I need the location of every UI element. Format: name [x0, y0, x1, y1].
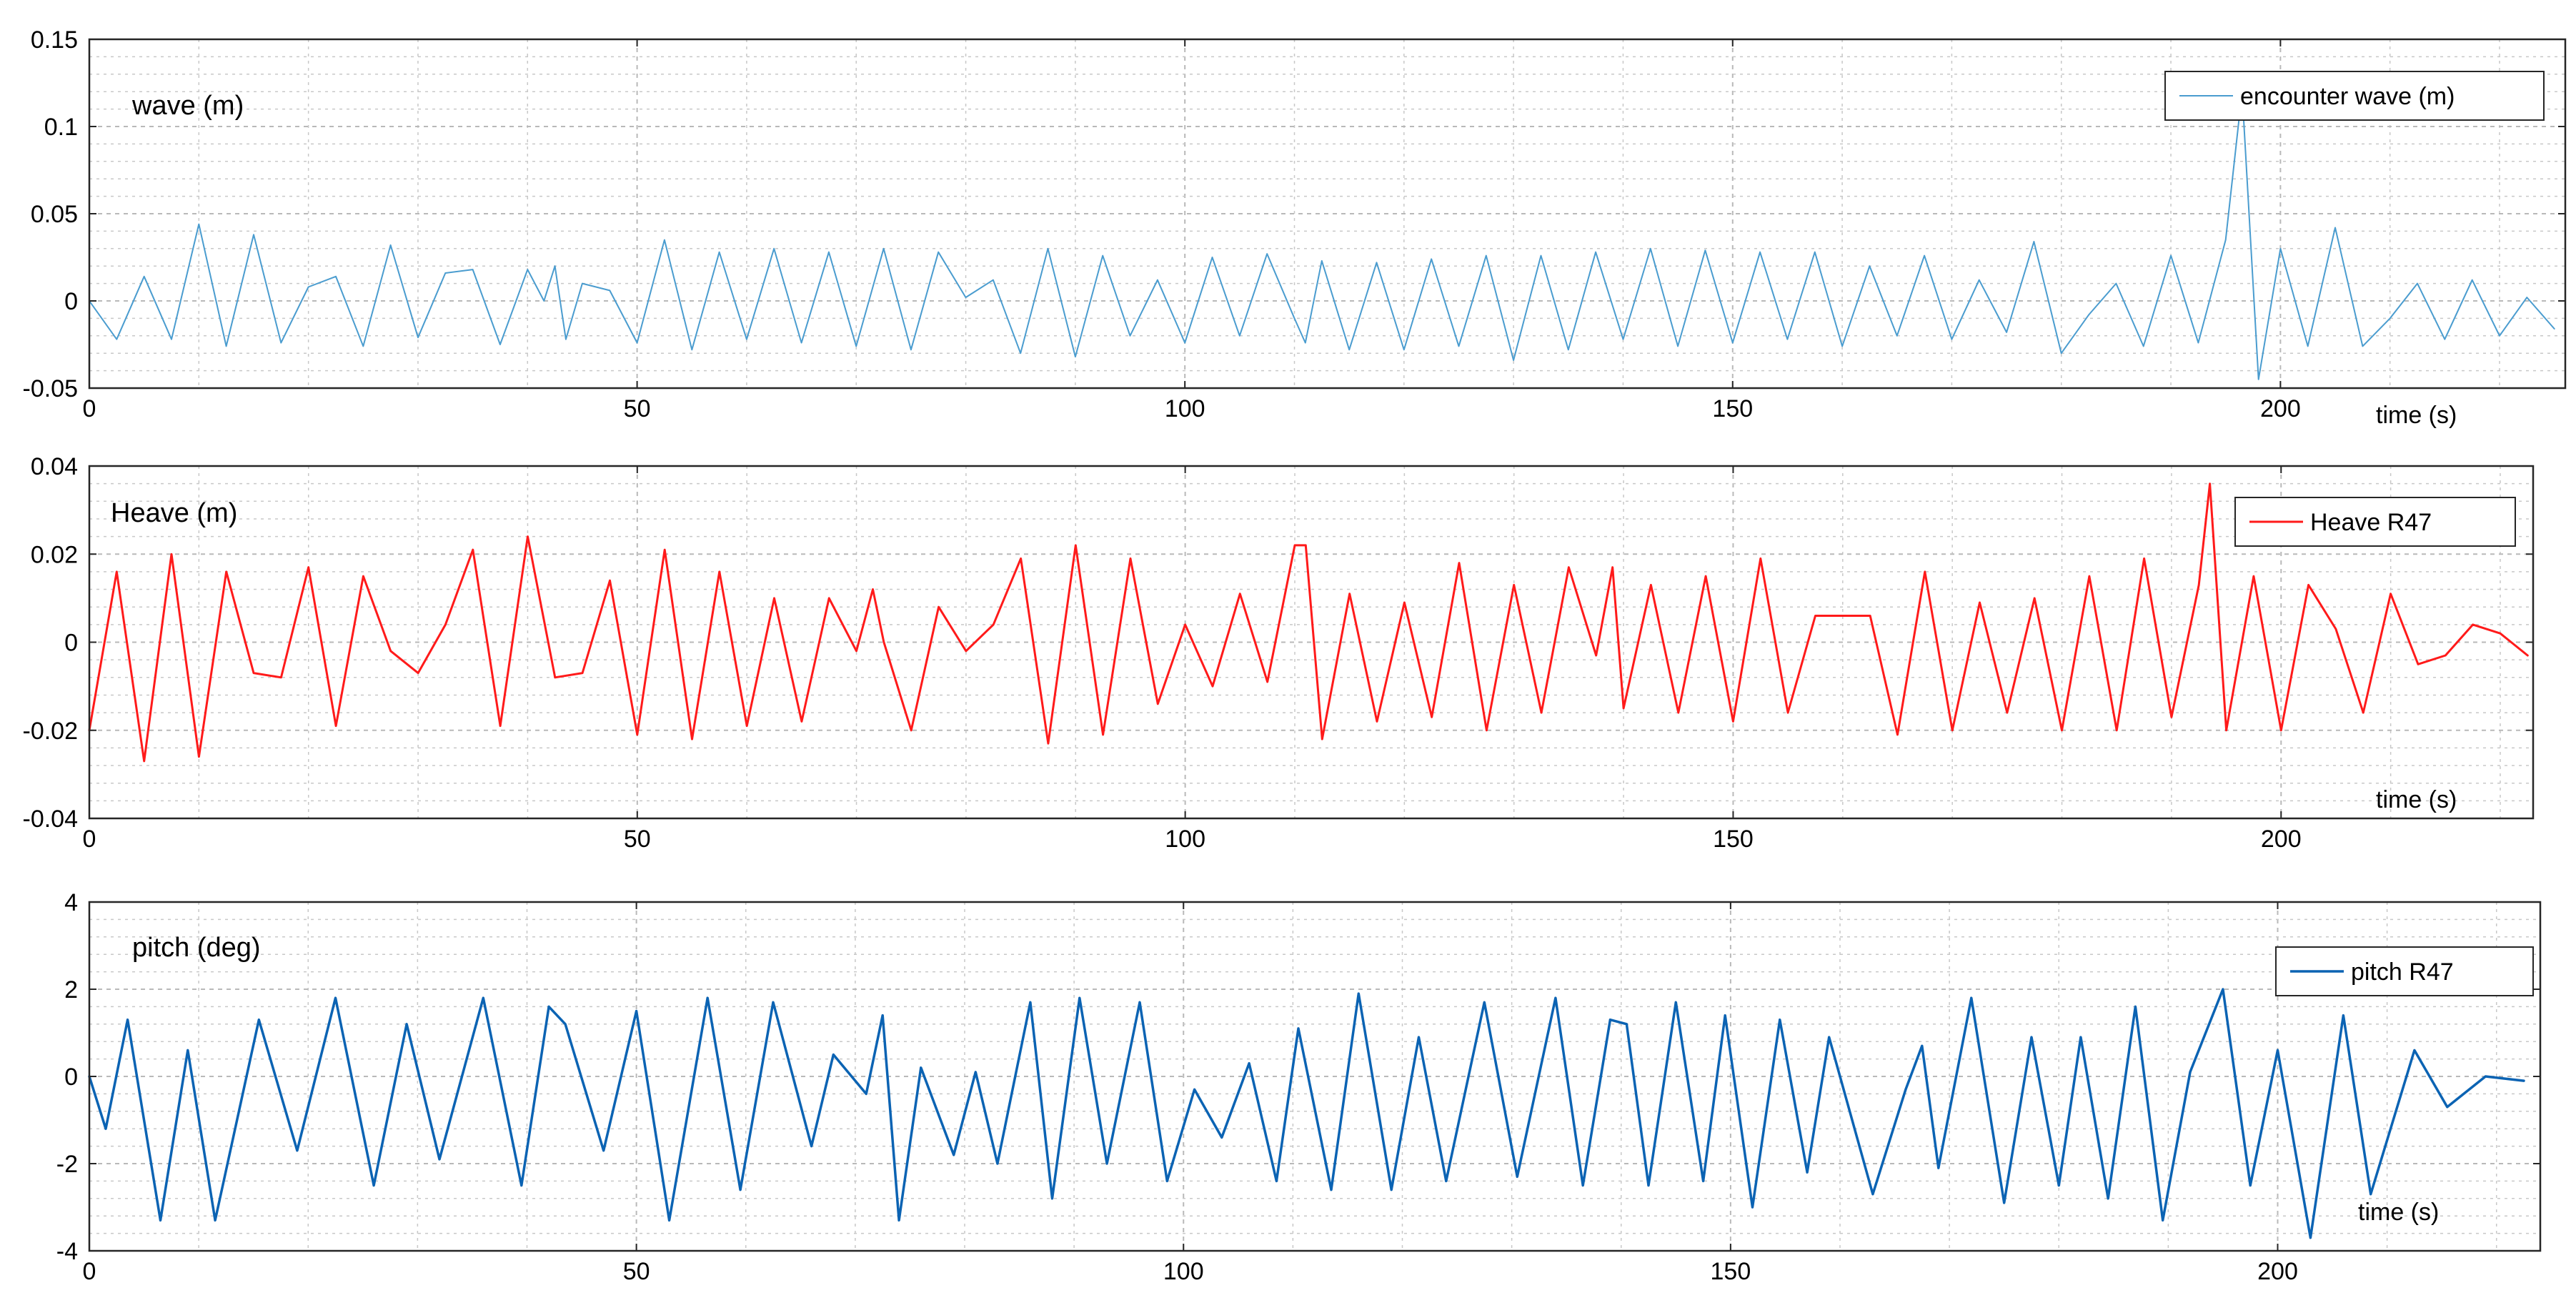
wave-time-label: time (s)	[2376, 402, 2457, 429]
pitch-y-tick-label: 0	[64, 1064, 78, 1091]
heave-y-tick-label: 0.04	[31, 453, 78, 480]
pitch-x-tick-label: 150	[1711, 1258, 1751, 1285]
wave-series-line	[89, 91, 2555, 380]
heave-series-line	[88, 482, 2529, 763]
heave-x-tick-label: 0	[83, 826, 96, 853]
pitch-y-tick-label: -4	[56, 1238, 78, 1265]
wave-x-tick-label: 150	[1712, 395, 1753, 422]
wave-legend-label: encounter wave (m)	[2240, 83, 2455, 110]
heave-time-label: time (s)	[2376, 786, 2457, 813]
wave-y-tick-label: -0.05	[23, 375, 79, 402]
heave-x-tick-label: 50	[624, 826, 651, 853]
wave-x-tick-label: 100	[1165, 395, 1205, 422]
heave-x-tick-label: 150	[1713, 826, 1754, 853]
pitch-panel: 0 50 100 150 200 -4 -2 0 2 4 pitch (deg) time (s) pi…	[56, 889, 2542, 1285]
heave-y-tick-label: -0.04	[23, 806, 79, 833]
wave-panel-title: wave (m)	[131, 91, 244, 121]
wave-x-tick-label: 200	[2260, 395, 2301, 422]
pitch-x-tick-label: 50	[623, 1258, 650, 1285]
pitch-y-tick-label: 2	[64, 976, 78, 1004]
heave-y-tick-label: 0.02	[31, 541, 78, 568]
wave-x-tick-label: 50	[624, 395, 651, 422]
pitch-time-label: time (s)	[2358, 1199, 2439, 1226]
wave-y-tick-label: 0.15	[31, 26, 78, 54]
wave-x-tick-label: 0	[83, 395, 96, 422]
pitch-y-tick-label: -2	[56, 1151, 78, 1178]
heave-y-tick-label: 0	[64, 630, 78, 657]
heave-panel-title: Heave (m)	[111, 498, 237, 528]
heave-x-tick-label: 200	[2261, 826, 2302, 853]
pitch-x-tick-label: 0	[83, 1258, 96, 1285]
pitch-x-tick-label: 200	[2257, 1258, 2298, 1285]
heave-panel: 0 50 100 150 200 -0.04 -0.02 0 0.02 0.04 Heave (m)…	[23, 453, 2535, 853]
wave-y-tick-label: 0.1	[44, 114, 78, 141]
wave-y-tick-label: 0	[64, 288, 78, 315]
pitch-y-tick-label: 4	[64, 889, 78, 916]
pitch-panel-title: pitch (deg)	[132, 933, 261, 963]
pitch-legend-label: pitch R47	[2351, 958, 2454, 986]
pitch-x-tick-label: 100	[1163, 1258, 1204, 1285]
heave-x-tick-label: 100	[1165, 826, 1205, 853]
heave-y-tick-label: -0.02	[23, 718, 79, 745]
pitch-series-line	[88, 988, 2525, 1239]
heave-legend-label: Heave R47	[2310, 509, 2432, 536]
wave-y-tick-label: 0.05	[31, 201, 78, 228]
